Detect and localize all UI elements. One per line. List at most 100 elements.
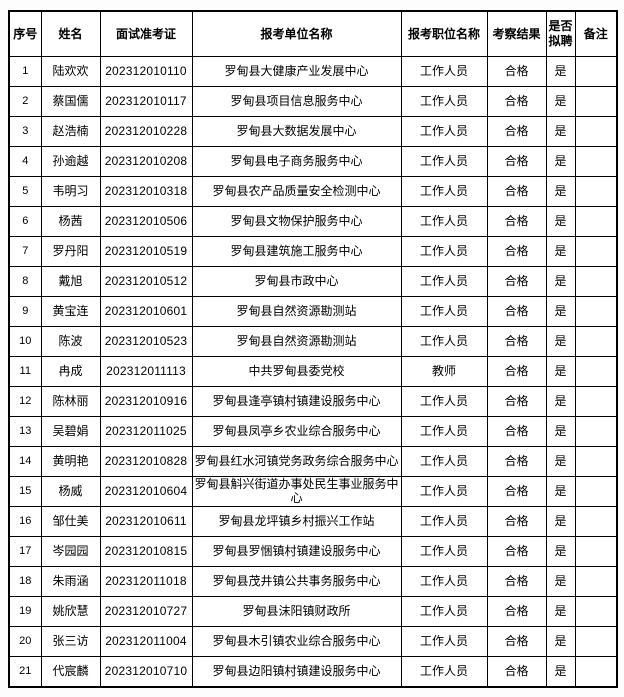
cell-result: 合格 [486,506,547,537]
cell-position: 工作人员 [400,416,488,447]
cell-no: 7 [8,236,42,267]
cell-hire: 是 [545,146,576,177]
cell-remark [574,596,618,627]
cell-name: 冉成 [40,356,101,387]
cell-ticket: 202312010916 [99,386,193,417]
cell-hire: 是 [545,386,576,417]
cell-name: 陈林丽 [40,386,101,417]
cell-name: 孙逾越 [40,146,101,177]
cell-hire: 是 [545,206,576,237]
cell-ticket: 202312011018 [99,566,193,597]
header-inspection-result: 考察结果 [486,10,547,57]
table-row: 1 陆欢欢 202312010110 罗甸县大健康产业发展中心 工作人员 合格是 [8,56,618,87]
cell-position: 工作人员 [400,206,488,237]
header-interview-ticket: 面试准考证 [99,10,193,57]
cell-position: 工作人员 [400,566,488,597]
cell-name: 陈波 [40,326,101,357]
cell-name: 代宸麟 [40,656,101,688]
cell-hire: 是 [545,176,576,207]
table-row: 17 岑园园 202312010815 罗甸县罗悃镇村镇建设服务中心 工作人员 合格是 [8,536,618,567]
cell-ticket: 202312011113 [99,356,193,387]
cell-result: 合格 [486,566,547,597]
cell-no: 17 [8,536,42,567]
cell-hire: 是 [545,536,576,567]
cell-hire: 是 [545,476,576,507]
header-position-name: 报考职位名称 [400,10,488,57]
cell-unit: 罗甸县自然资源勘测站 [191,326,402,357]
cell-ticket: 202312010208 [99,146,193,177]
cell-remark [574,536,618,567]
cell-result: 合格 [486,536,547,567]
cell-name: 邹仕美 [40,506,101,537]
cell-remark [574,446,618,477]
cell-position: 工作人员 [400,386,488,417]
cell-no: 11 [8,356,42,387]
cell-name: 杨茜 [40,206,101,237]
cell-position: 工作人员 [400,476,488,507]
cell-result: 合格 [486,626,547,657]
cell-ticket: 202312010611 [99,506,193,537]
cell-ticket: 202312010110 [99,56,193,87]
table-row: 21 代宸麟 202312010710 罗甸县边阳镇村镇建设服务中心 工作人员 合格是 [8,656,618,688]
table-row: 10 陈波 202312010523 罗甸县自然资源勘测站 工作人员 合格是 [8,326,618,357]
cell-unit: 罗甸县茂井镇公共事务服务中心 [191,566,402,597]
cell-ticket: 202312010228 [99,116,193,147]
cell-ticket: 202312010523 [99,326,193,357]
header-serial-number: 序号 [8,10,42,57]
cell-unit: 罗甸县大数据发展中心 [191,116,402,147]
cell-remark [574,566,618,597]
table-row: 7 罗丹阳 202312010519 罗甸县建筑施工服务中心 工作人员 合格是 [8,236,618,267]
table-body: 1 陆欢欢 202312010110 罗甸县大健康产业发展中心 工作人员 合格是 2 蔡国儒 2… [8,56,618,688]
cell-ticket: 202312010519 [99,236,193,267]
cell-ticket: 202312010601 [99,296,193,327]
cell-position: 工作人员 [400,116,488,147]
cell-unit: 罗甸县逢亭镇村镇建设服务中心 [191,386,402,417]
cell-no: 13 [8,416,42,447]
cell-position: 教师 [400,356,488,387]
cell-no: 15 [8,476,42,507]
table-row: 6 杨茜 202312010506 罗甸县文物保护服务中心 工作人员 合格是 [8,206,618,237]
table-row: 9 黄宝连 202312010601 罗甸县自然资源勘测站 工作人员 合格是 [8,296,618,327]
cell-ticket: 202312010318 [99,176,193,207]
cell-result: 合格 [486,476,547,507]
cell-unit: 罗甸县龙坪镇乡村振兴工作站 [191,506,402,537]
cell-no: 20 [8,626,42,657]
cell-unit: 罗甸县红水河镇党务政务综合服务中心 [191,446,402,477]
cell-result: 合格 [486,596,547,627]
cell-position: 工作人员 [400,86,488,117]
cell-position: 工作人员 [400,626,488,657]
cell-no: 12 [8,386,42,417]
cell-position: 工作人员 [400,326,488,357]
cell-ticket: 202312010828 [99,446,193,477]
cell-position: 工作人员 [400,656,488,688]
cell-hire: 是 [545,506,576,537]
cell-name: 姚欣慧 [40,596,101,627]
cell-position: 工作人员 [400,506,488,537]
cell-name: 杨威 [40,476,101,507]
cell-name: 韦明习 [40,176,101,207]
cell-remark [574,506,618,537]
cell-result: 合格 [486,446,547,477]
cell-remark [574,416,618,447]
cell-unit: 罗甸县边阳镇村镇建设服务中心 [191,656,402,688]
table-row: 5 韦明习 202312010318 罗甸县农产品质量安全检测中心 工作人员 合格是 [8,176,618,207]
cell-result: 合格 [486,326,547,357]
header-unit-name: 报考单位名称 [191,10,402,57]
cell-remark [574,86,618,117]
header-name: 姓名 [40,10,101,57]
cell-remark [574,236,618,267]
cell-ticket: 202312010117 [99,86,193,117]
table-row: 13 吴碧娟 202312011025 罗甸县凤亭乡农业综合服务中心 工作人员 合格是 [8,416,618,447]
cell-hire: 是 [545,86,576,117]
cell-no: 8 [8,266,42,297]
cell-remark [574,296,618,327]
table-row: 16 邹仕美 202312010611 罗甸县龙坪镇乡村振兴工作站 工作人员 合格是 [8,506,618,537]
cell-result: 合格 [486,296,547,327]
header-remarks: 备注 [574,10,618,57]
cell-remark [574,176,618,207]
cell-ticket: 202312011004 [99,626,193,657]
cell-unit: 罗甸县文物保护服务中心 [191,206,402,237]
cell-remark [574,266,618,297]
cell-no: 6 [8,206,42,237]
cell-hire: 是 [545,416,576,447]
